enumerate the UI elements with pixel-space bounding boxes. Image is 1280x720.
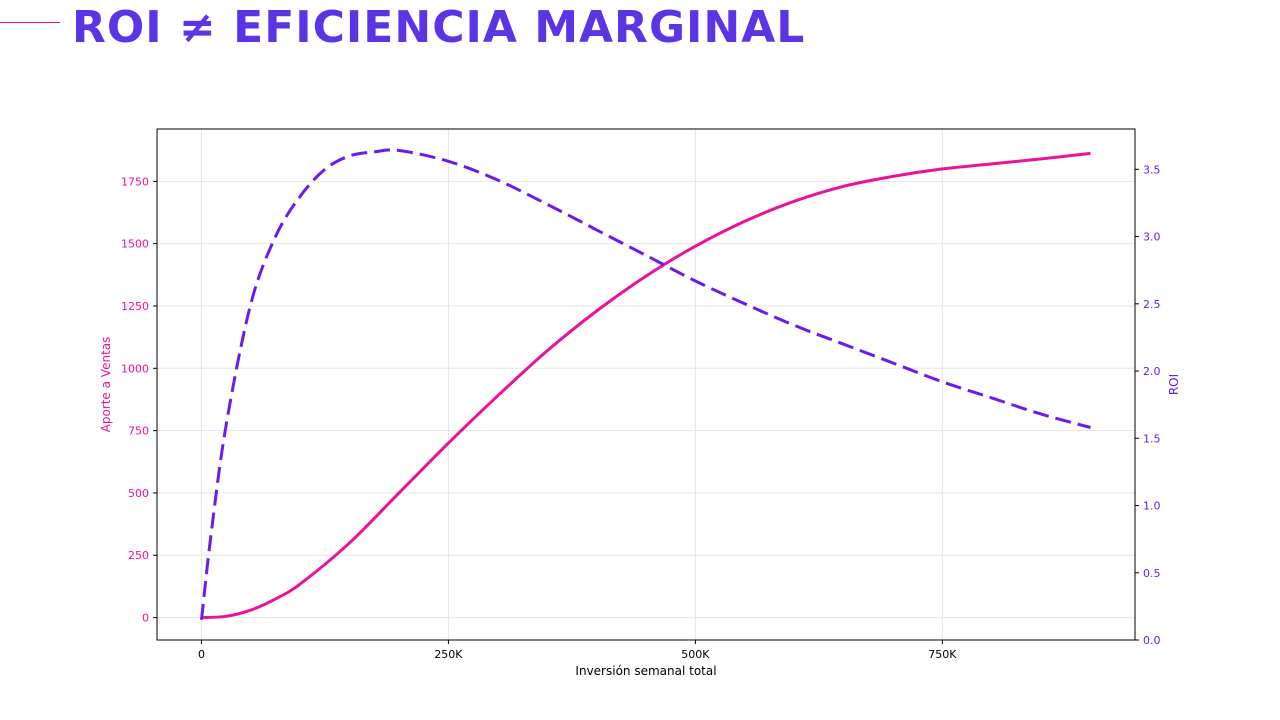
x-tick-label: 500K <box>681 648 710 661</box>
chart-series <box>200 148 1091 620</box>
title-accent-line <box>0 22 60 23</box>
y-right-tick-label: 1.5 <box>1143 432 1161 445</box>
chart-axes: 0 250K 500K 750K 0 250 500 750 1000 1250 1500 1750 0… <box>121 163 1161 661</box>
chart-grid <box>157 129 1135 640</box>
y-left-tick-label: 1750 <box>121 175 149 188</box>
y-right-tick-label: 0.0 <box>1143 634 1161 647</box>
sales-series-line <box>201 151 1091 620</box>
x-tick-label: 750K <box>928 648 957 661</box>
y-right-tick-label: 3.0 <box>1143 231 1161 244</box>
y-right-tick-label: 3.5 <box>1143 163 1161 176</box>
plot-frame <box>156 128 1136 641</box>
y-axis-right-label: ROI <box>1167 374 1181 395</box>
y-left-tick-label: 250 <box>128 549 149 562</box>
y-right-tick-label: 2.0 <box>1143 365 1161 378</box>
y-right-tick-label: 2.5 <box>1143 298 1161 311</box>
roi-series-line <box>200 148 1091 620</box>
y-left-tick-label: 1250 <box>121 300 149 313</box>
y-left-tick-label: 500 <box>128 487 149 500</box>
y-left-tick-label: 1500 <box>121 238 149 251</box>
y-left-tick-label: 750 <box>128 425 149 438</box>
y-left-tick-label: 0 <box>142 612 149 625</box>
x-tick-label: 0 <box>198 648 205 661</box>
x-axis-label: Inversión semanal total <box>575 664 716 678</box>
y-axis-left-label: Aporte a Ventas <box>99 337 113 433</box>
slide-title: ROI ≠ EFICIENCIA MARGINAL <box>72 2 806 53</box>
x-tick-label: 250K <box>434 648 463 661</box>
y-right-tick-label: 0.5 <box>1143 567 1161 580</box>
y-right-tick-label: 1.0 <box>1143 500 1161 513</box>
y-left-tick-label: 1000 <box>121 362 149 375</box>
